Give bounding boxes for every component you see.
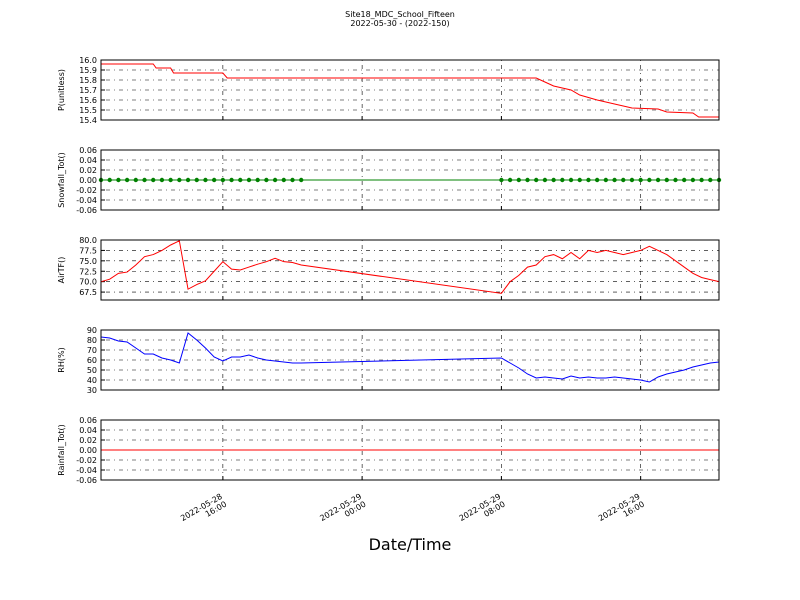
data-point [264,177,269,183]
y-tick-label: 0.06 [79,146,97,155]
y-tick-label: 70.0 [79,278,97,287]
y-tick-label: 30 [87,386,97,395]
y-tick-label: 50 [87,366,97,375]
y-tick-label: 70 [87,346,97,355]
plot-frame [100,149,720,211]
y-tick-label: -0.06 [76,206,97,215]
data-point [246,177,252,183]
data-point [177,177,182,183]
y-tick-label: 60 [87,356,97,365]
data-point [133,177,139,183]
data-point [116,177,121,183]
y-axis-title: Snowfall_Tot() [57,152,66,208]
data-point [568,177,574,183]
data-point [664,177,669,183]
x-axis-title: Date/Time [369,535,452,554]
y-tick-label: -0.06 [76,476,97,485]
y-axis-title: RH(%) [57,347,66,372]
y-tick-label: 15.4 [79,116,97,125]
y-tick-label: 0.04 [79,156,97,165]
y-tick-label: 80.0 [79,236,97,245]
y-tick-label: 15.5 [79,106,97,115]
data-point [690,177,696,183]
data-point [272,177,278,183]
data-point [708,177,713,183]
y-tick-label: 15.7 [79,86,97,95]
data-point [107,177,112,183]
y-tick-label: -0.04 [76,466,97,475]
data-point [516,177,522,183]
data-point [281,177,286,183]
figure-title: Site18_MDC_School_Fifteen [345,10,455,19]
y-tick-label: 40 [87,376,97,385]
data-point [151,177,156,183]
plot-frame [100,419,720,481]
data-point [255,177,260,183]
data-point [290,177,295,183]
data-point [534,177,539,183]
data-point [673,177,678,183]
data-point [551,177,556,183]
y-tick-label: 67.5 [79,288,97,297]
data-point [612,177,617,183]
data-point [629,177,635,183]
data-point [142,177,147,183]
data-point [159,177,165,183]
data-point [238,177,243,183]
data-point [229,177,234,183]
y-tick-label: 15.8 [79,76,97,85]
data-point [168,177,173,183]
y-axis-title: AirTF() [57,257,66,284]
data-point [699,177,704,183]
y-tick-label: 15.9 [79,66,97,75]
y-tick-label: 0.00 [79,446,97,455]
y-axis-title: P(unitless) [57,69,66,111]
data-line [100,240,720,294]
data-point [638,177,643,183]
y-tick-label: 0.02 [79,166,97,175]
data-line [101,63,719,118]
figure-subtitle: 2022-05-30 - (2022-150) [350,19,449,28]
y-tick-label: 0.06 [79,416,97,425]
data-point [594,177,600,183]
data-point [185,177,191,183]
data-line [100,332,720,383]
data-point [194,177,199,183]
data-point [586,177,591,183]
data-point [603,177,609,183]
data-point [560,177,565,183]
y-tick-label: 0.04 [79,426,97,435]
y-tick-label: 0.02 [79,436,97,445]
y-tick-label: 80 [87,336,97,345]
data-point [203,177,208,183]
data-point [655,177,661,183]
data-point [211,177,217,183]
y-tick-label: 72.5 [79,267,97,276]
data-point [647,177,652,183]
y-tick-label: 90 [87,326,97,335]
plot-frame [100,329,720,391]
y-tick-label: -0.02 [76,186,97,195]
y-axis-title: Rainfall_Tot() [57,424,66,476]
y-tick-label: -0.04 [76,196,97,205]
data-point [525,177,530,183]
data-point [298,177,304,183]
data-point [681,177,687,183]
plot-frame [100,59,720,121]
y-tick-label: 75.0 [79,257,97,266]
data-point [499,177,504,183]
data-point [124,177,130,183]
data-point [621,177,626,183]
y-tick-label: 15.6 [79,96,97,105]
y-tick-label: -0.02 [76,456,97,465]
plot-frame [100,239,720,301]
y-tick-label: 77.5 [79,246,97,255]
data-point [220,177,226,183]
y-tick-label: 0.00 [79,176,97,185]
data-point [507,177,513,183]
data-point [577,177,582,183]
data-point [542,177,548,183]
y-tick-label: 16.0 [79,56,97,65]
